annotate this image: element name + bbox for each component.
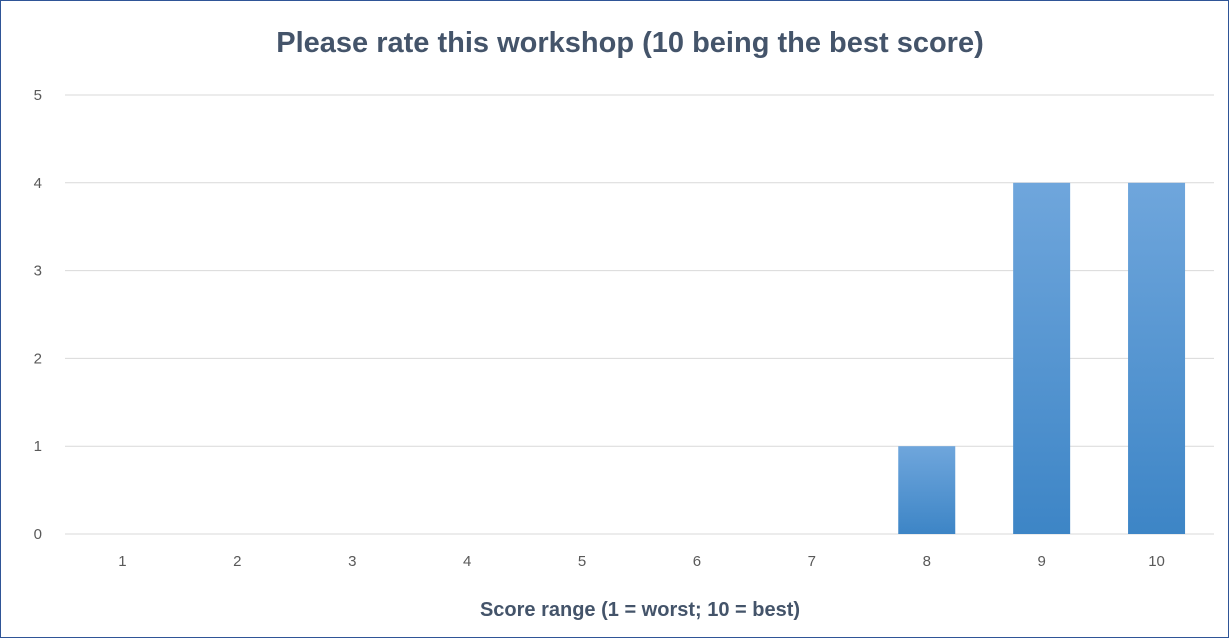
- y-tick-label: 2: [34, 350, 42, 367]
- y-tick-label: 4: [34, 175, 42, 192]
- x-tick-label: 3: [348, 553, 356, 570]
- x-axis-title: Score range (1 = worst; 10 = best): [479, 599, 801, 621]
- x-tick-label: 8: [923, 553, 931, 570]
- bar-10: [1128, 182, 1186, 535]
- x-axis-ticks: 1 2 3 4 5 6 7 8 9 10: [118, 553, 1165, 570]
- y-tick-label: 5: [34, 87, 42, 104]
- x-tick-label: 7: [808, 553, 816, 570]
- bars: [898, 182, 1186, 535]
- y-axis-ticks: 0 1 2 3 4 5: [34, 87, 42, 543]
- y-tick-label: 1: [34, 438, 42, 455]
- chart-title: Please rate this workshop (10 being the …: [276, 27, 984, 59]
- bar-8: [898, 446, 956, 534]
- y-tick-label: 3: [34, 263, 42, 280]
- bar-9: [1013, 182, 1071, 535]
- x-tick-label: 2: [233, 553, 241, 570]
- x-tick-label: 5: [578, 553, 586, 570]
- x-tick-label: 6: [693, 553, 701, 570]
- x-tick-label: 9: [1037, 553, 1045, 570]
- x-tick-label: 4: [463, 553, 471, 570]
- x-tick-label: 10: [1148, 553, 1165, 570]
- x-tick-label: 1: [118, 553, 126, 570]
- y-tick-label: 0: [34, 526, 42, 543]
